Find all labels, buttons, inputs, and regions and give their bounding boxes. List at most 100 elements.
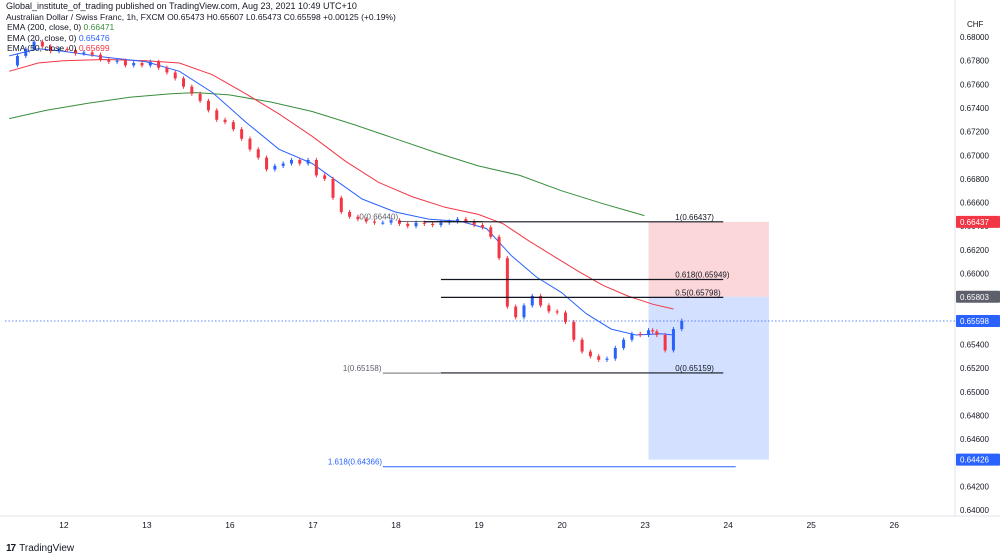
candle-body[interactable] [240,129,244,139]
candle-body[interactable] [74,50,78,54]
candle-body[interactable] [206,100,210,111]
candle-body[interactable] [397,220,401,224]
candle-body[interactable] [680,320,684,330]
candle-body[interactable] [248,138,252,150]
candle-body[interactable] [547,305,551,312]
candle-body[interactable] [157,61,161,68]
price-tag [956,453,1000,466]
legend-ema-20[interactable]: EMA (20, close, 0) 0.65476 [7,33,114,44]
candle-body[interactable] [622,339,626,348]
candle-body[interactable] [24,48,28,56]
candle-body[interactable] [588,351,592,357]
footer-brand[interactable]: 17 TradingView [6,541,74,555]
take-profit-zone[interactable] [648,296,769,460]
candle-body[interactable] [289,159,293,164]
candle-body[interactable] [215,110,219,120]
candle-body[interactable] [597,356,601,360]
candle-body[interactable] [65,48,69,51]
legend-label: EMA (50, close, 0) [7,43,77,53]
candle-body[interactable] [49,46,53,52]
candle-body[interactable] [514,306,518,318]
candle-body[interactable] [256,149,260,158]
candle-body[interactable] [505,258,509,307]
candle-body[interactable] [422,222,426,224]
brand-name: TradingView [19,542,75,554]
candle-body[interactable] [530,295,534,306]
candle-body[interactable] [348,212,352,217]
fib-level-label: 0(0.66440) [359,212,398,221]
candle-body[interactable] [173,72,177,79]
candle-body[interactable] [580,339,584,352]
stop-loss-zone[interactable] [648,221,769,297]
candle-body[interactable] [638,333,642,335]
candle-body[interactable] [389,220,393,223]
candle-body[interactable] [522,305,526,318]
candle-body[interactable] [572,321,576,340]
y-tick-label: 0.67000 [960,151,989,160]
candle-body[interactable] [40,41,44,47]
candle-body[interactable] [456,219,460,222]
candle-body[interactable] [314,159,318,176]
price-tag-label: 0.66437 [960,218,989,227]
candle-body[interactable] [323,175,327,179]
candle-body[interactable] [655,331,659,335]
candle-body[interactable] [414,222,418,227]
y-tick-label: 0.64600 [960,435,989,444]
candle-body[interactable] [132,63,136,66]
fib-extension-label: 1.618(0.64366) [328,458,383,467]
candle-body[interactable] [231,122,235,130]
candle-body[interactable] [651,330,655,332]
candle-body[interactable] [431,223,435,226]
candle-body[interactable] [497,236,501,259]
candle-body[interactable] [281,163,285,166]
candle-body[interactable] [439,222,443,226]
legend-ema-50[interactable]: EMA (50, close, 0) 0.65699 [7,43,114,54]
candle-body[interactable] [190,86,194,94]
y-tick-label: 0.68000 [960,33,989,42]
candle-body[interactable] [32,41,36,49]
candle-body[interactable] [265,157,269,170]
candle-body[interactable] [15,55,19,66]
y-tick-label: 0.67800 [960,57,989,66]
candle-body[interactable] [356,216,360,220]
ema-200-line [9,92,645,217]
candle-body[interactable] [140,63,144,66]
candle-body[interactable] [555,311,559,313]
x-tick-label: 18 [391,520,401,530]
candle-body[interactable] [671,329,675,351]
candle-body[interactable] [605,358,609,360]
candle-body[interactable] [182,78,186,87]
candle-body[interactable] [107,59,111,62]
candle-body[interactable] [663,334,667,351]
candle-body[interactable] [165,67,169,73]
candle-body[interactable] [489,227,493,237]
candle-body[interactable] [273,165,277,170]
candle-body[interactable] [630,333,634,340]
candle-body[interactable] [373,221,377,223]
candle-body[interactable] [298,159,302,164]
candle-body[interactable] [563,312,567,322]
candle-body[interactable] [464,219,468,222]
candle-body[interactable] [90,52,94,55]
candle-body[interactable] [539,295,543,306]
candle-body[interactable] [223,119,227,123]
candle-body[interactable] [57,48,61,52]
candle-body[interactable] [82,52,86,54]
candle-body[interactable] [98,54,102,60]
candle-body[interactable] [472,221,476,226]
candle-body[interactable] [613,347,617,359]
candle-body[interactable] [480,225,484,228]
candle-body[interactable] [381,222,385,224]
candle-body[interactable] [123,60,127,66]
candle-body[interactable] [331,178,335,198]
candle-body[interactable] [364,219,368,222]
candle-body[interactable] [115,60,119,62]
candle-body[interactable] [198,93,202,101]
candle-body[interactable] [406,223,410,227]
candle-body[interactable] [306,159,310,164]
candle-body[interactable] [148,61,152,66]
candle-body[interactable] [339,197,343,213]
candle-body[interactable] [647,330,651,335]
legend-ema-200[interactable]: EMA (200, close, 0) 0.66471 [7,22,114,33]
